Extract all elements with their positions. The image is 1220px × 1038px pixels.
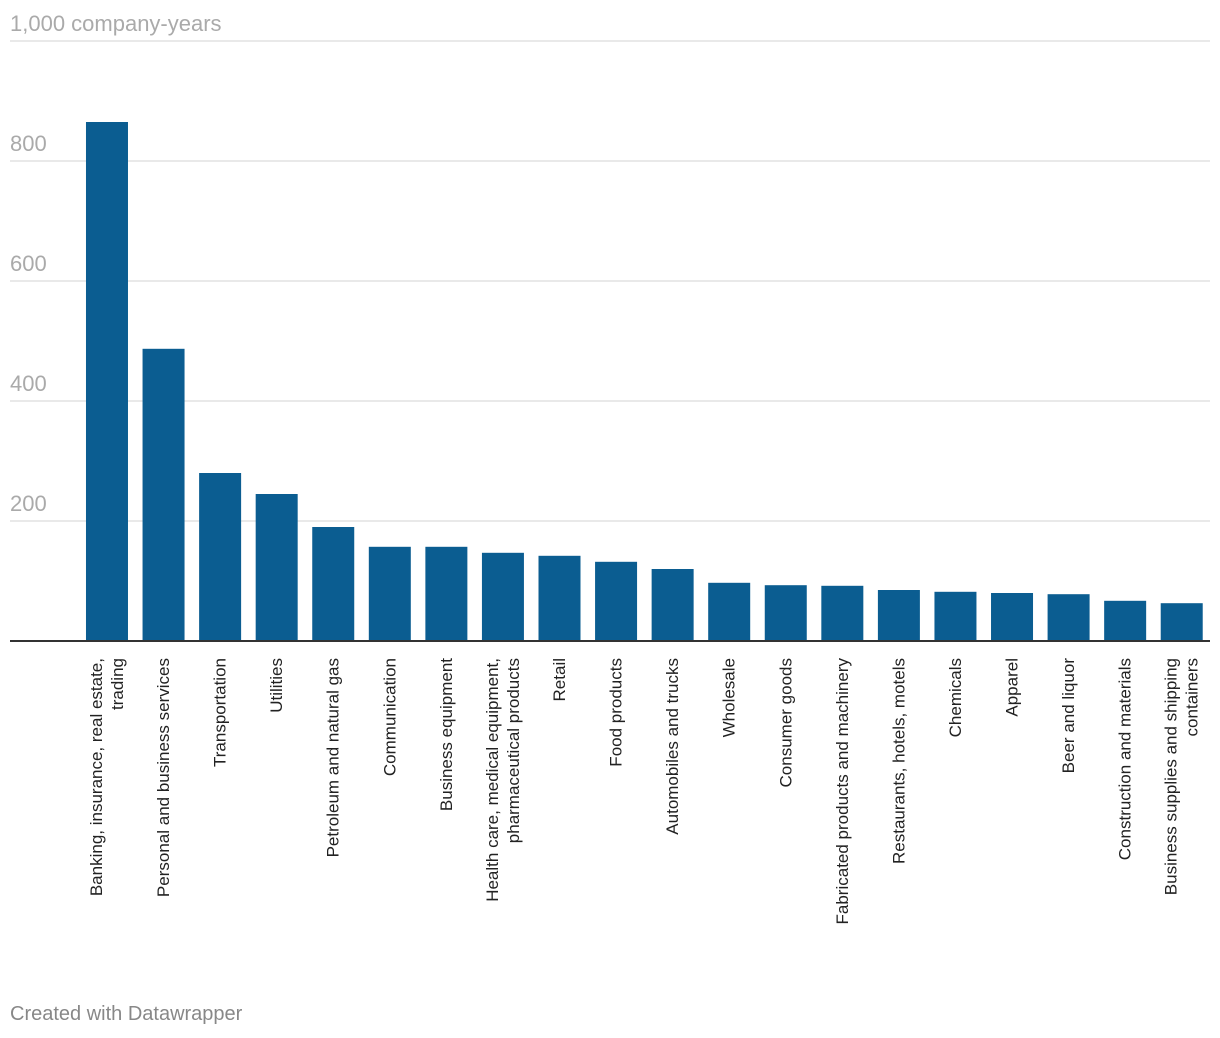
x-tick-label: Transportation — [210, 658, 230, 767]
x-tick-label: Health care, medical equipment, pharmace… — [482, 658, 523, 902]
bar — [481, 552, 524, 641]
y-tick-label: 600 — [10, 251, 47, 276]
bar — [651, 569, 694, 641]
x-tick-label: Fabricated products and machinery — [832, 658, 852, 925]
credit: Created with Datawrapper — [10, 1003, 243, 1025]
bar — [1160, 603, 1203, 641]
x-tick-label: Chemicals — [945, 658, 965, 738]
bar — [821, 585, 864, 641]
y-tick-label: 800 — [10, 131, 47, 156]
bar — [425, 546, 468, 641]
bar — [991, 593, 1034, 641]
bar — [538, 555, 581, 641]
bar — [85, 122, 128, 641]
bar — [199, 473, 242, 641]
x-tick-label: Retail — [550, 658, 570, 702]
x-tick-label: Petroleum and natural gas — [323, 658, 343, 858]
y-tick-label: 200 — [10, 491, 47, 516]
x-tick-label: Apparel — [1002, 658, 1022, 717]
bar — [142, 348, 185, 641]
x-tick-label: Wholesale — [719, 658, 739, 738]
bar — [595, 561, 638, 641]
x-tick-label: Business equipment — [436, 658, 456, 812]
bar — [1047, 594, 1090, 641]
x-tick-label: Banking, insurance, real estate, trading — [86, 658, 127, 897]
x-tick-label: Automobiles and trucks — [663, 658, 683, 835]
bar — [255, 494, 298, 641]
x-tick-label: Communication — [380, 658, 400, 777]
x-tick-label: Food products — [606, 658, 626, 767]
x-tick-label: Utilities — [267, 658, 287, 713]
x-tick-label: Personal and business services — [154, 658, 174, 898]
bar — [764, 585, 807, 641]
x-tick-label: Construction and materials — [1115, 658, 1135, 861]
bar — [708, 582, 751, 641]
bar — [1104, 600, 1147, 641]
y-tick-label: 400 — [10, 371, 47, 396]
x-tick-label: Restaurants, hotels, motels — [889, 658, 909, 864]
bar — [312, 527, 355, 641]
bar — [877, 590, 920, 641]
bar — [934, 591, 977, 641]
y-tick-label: 1,000 company-years — [10, 11, 222, 36]
x-tick-label: Beer and liquor — [1059, 658, 1079, 774]
x-tick-label: Business supplies and shipping container… — [1161, 658, 1202, 896]
x-tick-label: Consumer goods — [776, 658, 796, 788]
bar — [368, 546, 411, 641]
